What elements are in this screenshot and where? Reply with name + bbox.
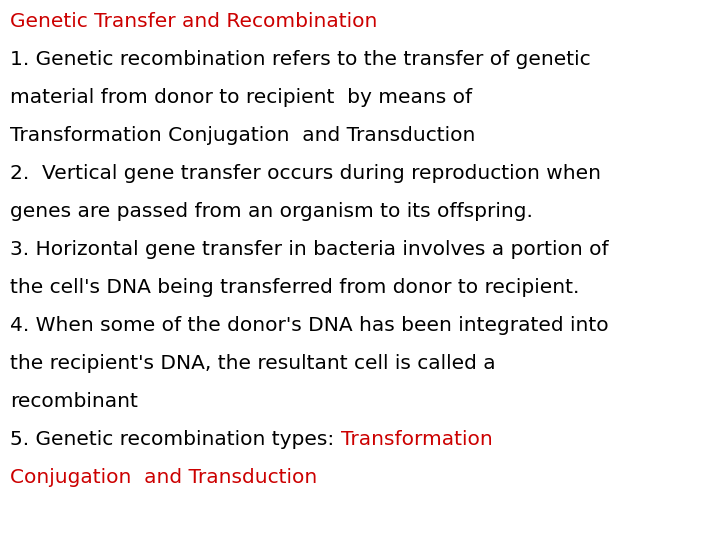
- Text: 1. Genetic recombination refers to the transfer of genetic: 1. Genetic recombination refers to the t…: [10, 50, 590, 69]
- Text: Genetic Transfer and Recombination: Genetic Transfer and Recombination: [10, 12, 377, 31]
- Text: Transformation Conjugation  and Transduction: Transformation Conjugation and Transduct…: [10, 126, 475, 145]
- Text: the recipient's DNA, the resultant cell is called a: the recipient's DNA, the resultant cell …: [10, 354, 495, 373]
- Text: Transformation: Transformation: [341, 430, 492, 449]
- Text: 3. Horizontal gene transfer in bacteria involves a portion of: 3. Horizontal gene transfer in bacteria …: [10, 240, 608, 259]
- Text: 4. When some of the donor's DNA has been integrated into: 4. When some of the donor's DNA has been…: [10, 316, 608, 335]
- Text: material from donor to recipient  by means of: material from donor to recipient by mean…: [10, 88, 472, 107]
- Text: genes are passed from an organism to its offspring.: genes are passed from an organism to its…: [10, 202, 533, 221]
- Text: recombinant: recombinant: [10, 392, 138, 411]
- Text: 5. Genetic recombination types:: 5. Genetic recombination types:: [10, 430, 341, 449]
- Text: Conjugation  and Transduction: Conjugation and Transduction: [10, 468, 318, 487]
- Text: 2.  Vertical gene transfer occurs during reproduction when: 2. Vertical gene transfer occurs during …: [10, 164, 601, 183]
- Text: the cell's DNA being transferred from donor to recipient.: the cell's DNA being transferred from do…: [10, 278, 580, 297]
